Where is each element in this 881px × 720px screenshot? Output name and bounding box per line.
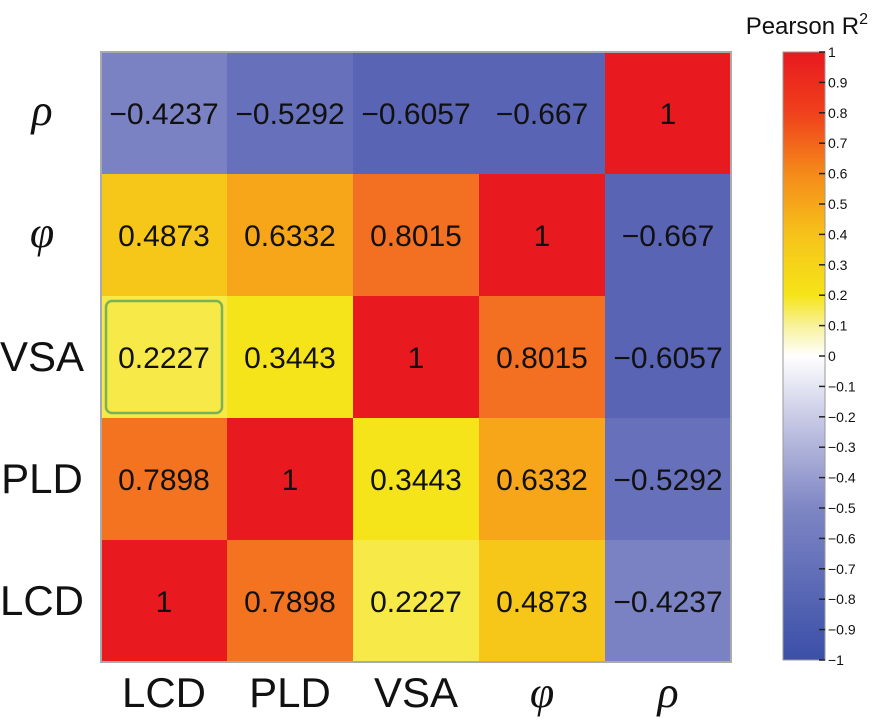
heatmap-cell-r1-c3 [479,174,605,296]
x-label-1: PLD [249,669,331,716]
x-label-4: ρ [655,668,678,717]
colorbar-title-superscript: 2 [859,11,868,28]
cell-value-r1-c3: 1 [534,220,551,253]
heatmap-cell-r3-c4 [605,418,731,540]
y-label-4: LCD [0,577,84,624]
heatmap-border [100,51,732,663]
highlighted-cell-outline [104,299,224,415]
cell-value-r0-c2: −0.6057 [361,98,470,131]
colorbar-tick-label-8: 0.2 [828,287,848,303]
heatmap-cell-r2-c1 [227,296,353,418]
heatmap-cell-r0-c1 [227,52,353,174]
heatmap-cell-r0-c4 [605,52,731,174]
y-label-0: ρ [29,86,52,135]
cell-value-r3-c3: 0.6332 [496,464,588,497]
colorbar-tick-label-18: −0.8 [828,591,856,607]
cell-value-r2-c3: 0.8015 [496,342,588,375]
colorbar-tick-label-0: 1 [828,44,836,60]
heatmap-cell-r0-c3 [479,52,605,174]
cell-value-r4-c1: 0.7898 [244,586,336,619]
y-label-1: φ [30,208,54,257]
cell-value-r0-c0: −0.4237 [109,98,218,131]
heatmap-cell-r0-c2 [353,52,479,174]
y-axis-labels: ρ φ VSA PLD LCD [0,86,84,624]
heatmap-cell-r1-c1 [227,174,353,296]
cell-value-r0-c1: −0.5292 [235,98,344,131]
cell-value-r3-c2: 0.3443 [370,464,462,497]
colorbar-tick-label-4: 0.6 [828,166,848,182]
colorbar-tick-label-6: 0.4 [828,226,848,242]
cell-value-r3-c1: 1 [282,464,299,497]
colorbar-tick-label-11: −0.1 [828,378,856,394]
colorbar-tick-label-15: −0.5 [828,500,856,516]
heatmap-cell-r2-c2 [353,296,479,418]
colorbar-gradient [782,51,826,661]
colorbar-tick-label-3: 0.7 [828,135,848,151]
heatmap-cell-r2-c4 [605,296,731,418]
x-label-3: φ [530,668,554,717]
cell-value-r1-c2: 0.8015 [370,220,462,253]
heatmap-cell-labels: −0.4237 −0.5292 −0.6057 −0.667 1 0.4873 0.6332… [109,98,722,619]
heatmap-cell-r3-c2 [353,418,479,540]
cell-value-r1-c0: 0.4873 [118,220,210,253]
cell-value-r1-c1: 0.6332 [244,220,336,253]
colorbar-tick-label-13: −0.3 [828,439,856,455]
heatmap-cell-r1-c2 [353,174,479,296]
colorbar-tick-label-1: 0.9 [828,74,848,90]
cell-value-r3-c0: 0.7898 [118,464,210,497]
heatmap-cell-r2-c3 [479,296,605,418]
heatmap-cell-r2-c0 [101,296,227,418]
colorbar-tick-label-14: −0.4 [828,470,856,486]
cell-value-r3-c4: −0.5292 [613,464,722,497]
cell-value-r2-c1: 0.3443 [244,342,336,375]
colorbar-tick-label-12: −0.2 [828,409,856,425]
cell-value-r2-c0: 0.2227 [118,342,210,375]
x-label-0: LCD [122,669,206,716]
cell-value-r4-c0: 1 [156,586,173,619]
colorbar-tick-label-5: 0.5 [828,196,848,212]
heatmap-cell-r4-c4 [605,540,731,662]
cell-value-r4-c3: 0.4873 [496,586,588,619]
x-label-2: VSA [374,669,458,716]
cell-value-r0-c4: 1 [660,98,677,131]
x-axis-labels: LCD PLD VSA φ ρ [122,668,679,717]
colorbar-tick-label-16: −0.6 [828,530,856,546]
colorbar-tick-label-19: −0.9 [828,622,856,638]
heatmap-cell-r3-c3 [479,418,605,540]
heatmap-cell-r3-c1 [227,418,353,540]
y-label-2: VSA [0,333,84,380]
colorbar-tick-label-10: 0 [828,348,836,364]
heatmap-cell-r4-c3 [479,540,605,662]
cell-value-r4-c4: −0.4237 [613,586,722,619]
heatmap-cell-r4-c2 [353,540,479,662]
colorbar-title: Pearson R2 [746,11,868,40]
heatmap-cell-r3-c0 [101,418,227,540]
colorbar-tick-label-17: −0.7 [828,561,856,577]
colorbar-tick-label-9: 0.1 [828,318,848,334]
cell-value-r4-c2: 0.2227 [370,586,462,619]
y-label-3: PLD [1,455,83,502]
colorbar: 1 0.9 0.8 0.7 0.6 0.5 0.4 0.3 0.2 0.1 0 −0.1 −0.2 −0.… [746,11,868,668]
colorbar-tick-label-7: 0.3 [828,257,848,273]
heatmap-cell-r0-c0 [101,52,227,174]
heatmap-cell-r4-c1 [227,540,353,662]
cell-value-r0-c3: −0.667 [496,98,589,131]
cell-value-r2-c4: −0.6057 [613,342,722,375]
heatmap-cell-r4-c0 [101,540,227,662]
cell-value-r2-c2: 1 [408,342,425,375]
heatmap-cell-r1-c0 [101,174,227,296]
cell-value-r1-c4: −0.667 [622,220,715,253]
heatmap-cell-r1-c4 [605,174,731,296]
colorbar-tick-label-2: 0.8 [828,105,848,121]
colorbar-title-text: Pearson R [746,13,859,40]
colorbar-tick-label-20: −1 [828,652,844,668]
heatmap-cells [101,52,731,662]
